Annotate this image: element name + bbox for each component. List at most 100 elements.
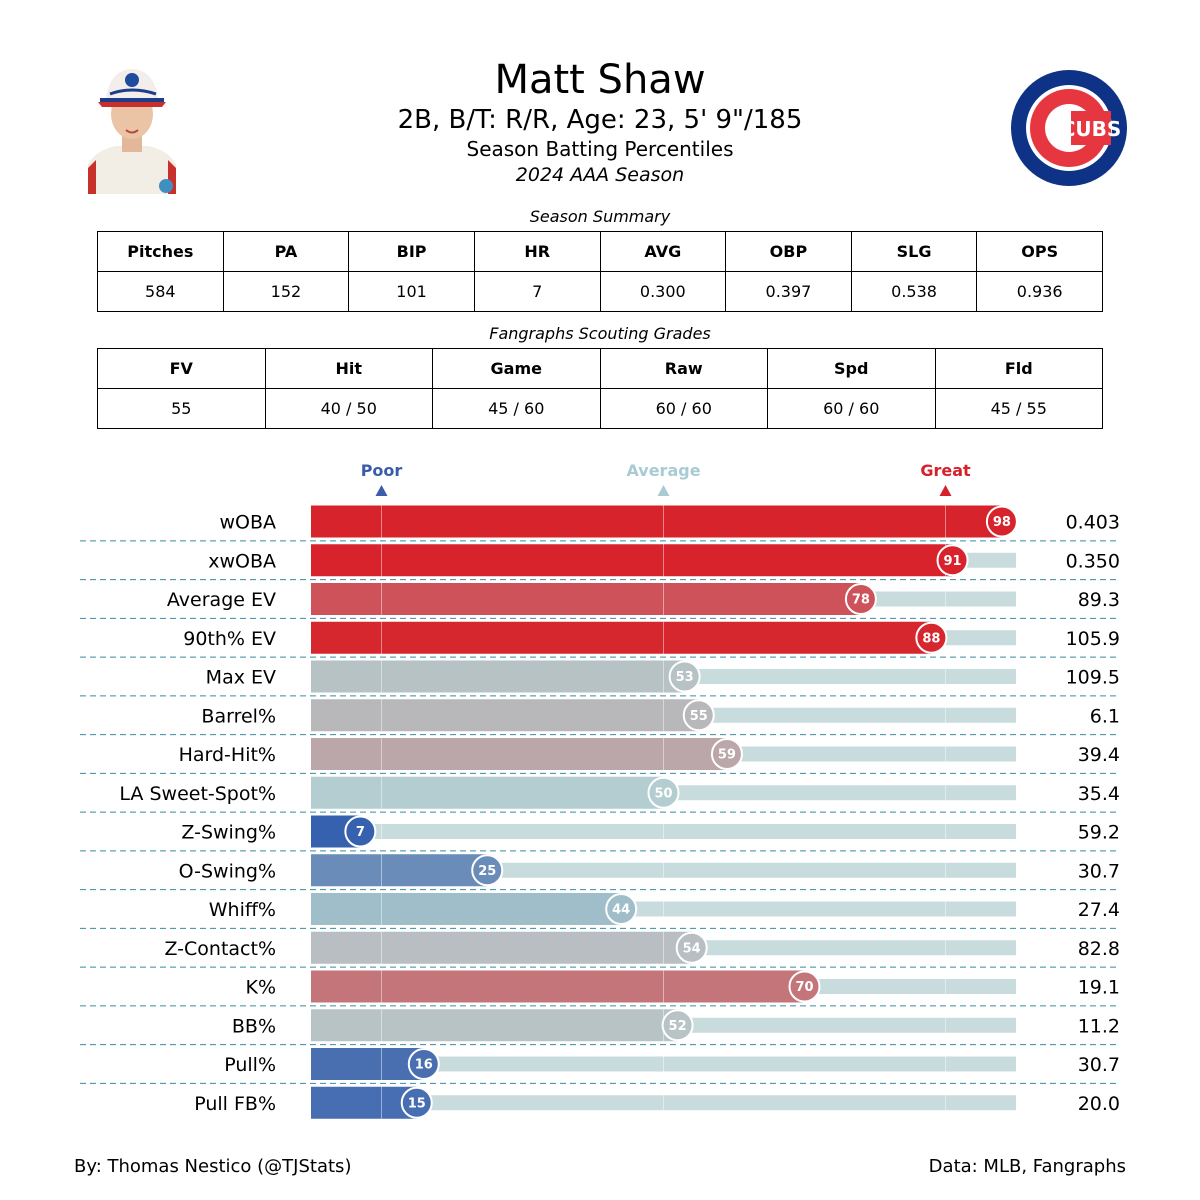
bar-track <box>311 824 1016 839</box>
percentile-bar <box>311 544 953 577</box>
percentile-dot <box>710 738 743 770</box>
scouting-value-cell: 45 / 60 <box>432 388 601 429</box>
metric-value: 59.2 <box>1078 822 1120 844</box>
data-source: Data: MLB, Fangraphs <box>928 1156 1126 1177</box>
metric-label: 90th% EV <box>183 628 276 650</box>
scouting-header-cell: Hit <box>264 348 433 389</box>
percentile-dot <box>605 893 638 925</box>
percentile-dot <box>668 660 701 693</box>
percentile-bar <box>311 970 805 1003</box>
bar-track <box>311 1095 1016 1111</box>
metric-label: Barrel% <box>201 705 276 727</box>
percentile-label: 25 <box>478 864 496 879</box>
scouting-value-cell: 55 <box>97 388 266 429</box>
reference-label: Great <box>920 461 971 480</box>
metric-label: K% <box>245 977 276 999</box>
percentile-dot <box>915 621 948 654</box>
percentile-label: 7 <box>356 825 365 840</box>
reference-label: Poor <box>361 461 403 480</box>
percentile-label: 16 <box>415 1058 433 1073</box>
summary-header-cell: Pitches <box>97 231 224 272</box>
percentile-dot <box>400 1086 433 1119</box>
summary-value-cell: 0.300 <box>599 271 727 312</box>
percentile-label: 15 <box>408 1096 426 1111</box>
season-summary-title: Season Summary <box>529 207 671 226</box>
metric-value: 6.1 <box>1090 705 1120 727</box>
percentile-bar <box>311 699 699 732</box>
season-summary-table: Pitches PA BIP HR AVG OBP SLG OPS 584 15… <box>97 231 1103 312</box>
summary-header-cell: PA <box>222 231 350 272</box>
summary-value-cell: 152 <box>222 271 350 312</box>
summary-value-cell: 7 <box>473 271 601 312</box>
scouting-header-cell: Spd <box>767 348 936 389</box>
metric-label: BB% <box>232 1015 276 1037</box>
metric-value: 11.2 <box>1078 1015 1120 1037</box>
metric-label: xwOBA <box>208 550 276 572</box>
summary-value-cell: 0.397 <box>725 271 852 312</box>
reference-label: Average <box>626 461 700 480</box>
percentile-dot <box>647 776 680 809</box>
percentile-bar <box>311 1009 678 1042</box>
percentile-dot <box>788 970 821 1003</box>
percentile-bar <box>311 1086 417 1119</box>
percentile-dot <box>844 583 877 615</box>
percentile-label: 59 <box>718 748 736 763</box>
percentile-dot <box>675 931 708 964</box>
summary-header-cell: SLG <box>850 231 978 272</box>
metric-label: Hard-Hit% <box>179 744 276 766</box>
metric-value: 39.4 <box>1078 744 1120 766</box>
summary-header-cell: OPS <box>976 231 1103 272</box>
scouting-value-row: 55 40 / 50 45 / 60 60 / 60 60 / 60 45 / … <box>97 388 1103 429</box>
metric-label: wOBA <box>219 512 276 534</box>
team-logo: CUBS <box>1010 69 1128 187</box>
summary-header-cell: HR <box>473 231 601 272</box>
percentile-label: 52 <box>669 1019 687 1034</box>
summary-value-cell: 0.936 <box>976 271 1103 312</box>
percentile-bar <box>311 1048 424 1080</box>
scouting-value-cell: 40 / 50 <box>264 388 433 429</box>
metric-label: Average EV <box>167 589 276 611</box>
scouting-value-cell: 60 / 60 <box>767 388 936 429</box>
scouting-header-cell: FV <box>97 348 266 389</box>
header: Matt Shaw 2B, B/T: R/R, Age: 23, 5' 9"/1… <box>0 0 1200 200</box>
summary-value-cell: 101 <box>348 271 475 312</box>
percentile-dot <box>407 1048 440 1080</box>
summary-value-cell: 584 <box>97 271 224 312</box>
player-bio: 2B, B/T: R/R, Age: 23, 5' 9"/185 <box>397 105 803 135</box>
season-label: 2024 AAA Season <box>515 164 685 186</box>
percentile-label: 88 <box>922 631 940 646</box>
summary-header-cell: OBP <box>725 231 852 272</box>
percentile-label: 78 <box>852 593 870 608</box>
percentile-bar <box>311 505 1002 538</box>
scouting-header-cell: Fld <box>934 348 1103 389</box>
summary-value-cell: 0.538 <box>850 271 978 312</box>
metric-label: O-Swing% <box>179 860 276 882</box>
percentile-dot <box>985 505 1018 538</box>
percentile-chart-svg: Poor Average Great 98 wOBA 0.403 91 xwOBA 0.350 7… <box>80 461 1120 1119</box>
percentile-dot <box>661 1009 694 1042</box>
percentile-dot <box>471 854 504 887</box>
reference-marker-icon <box>939 485 952 496</box>
percentile-chart: Poor Average Great 98 wOBA 0.403 91 xwOBA 0.350 7… <box>0 450 1200 1130</box>
percentile-bar <box>311 854 488 887</box>
scouting-grades-title: Fangraphs Scouting Grades <box>489 324 711 343</box>
metric-label: Pull FB% <box>194 1093 276 1115</box>
logo-text: CUBS <box>1061 117 1122 141</box>
percentile-label: 98 <box>993 515 1011 530</box>
percentile-bar <box>311 738 727 770</box>
percentile-label: 70 <box>795 980 813 995</box>
percentile-bar <box>311 621 932 654</box>
metric-value: 109.5 <box>1066 667 1120 689</box>
season-summary-value-row: 584 152 101 7 0.300 0.397 0.538 0.936 <box>97 271 1103 312</box>
metric-value: 0.403 <box>1066 512 1120 534</box>
player-name: Matt Shaw <box>494 57 706 103</box>
metric-value: 30.7 <box>1078 1054 1120 1076</box>
scouting-value-cell: 60 / 60 <box>599 388 768 429</box>
scouting-grades-table: FV Hit Game Raw Spd Fld 55 40 / 50 45 / … <box>97 348 1103 429</box>
metric-value: 105.9 <box>1066 628 1120 650</box>
percentile-dot <box>344 815 377 848</box>
metric-label: Whiff% <box>209 899 276 921</box>
percentile-label: 55 <box>690 709 708 724</box>
scouting-value-cell: 45 / 55 <box>934 388 1103 429</box>
reference-marker-icon <box>657 485 670 496</box>
